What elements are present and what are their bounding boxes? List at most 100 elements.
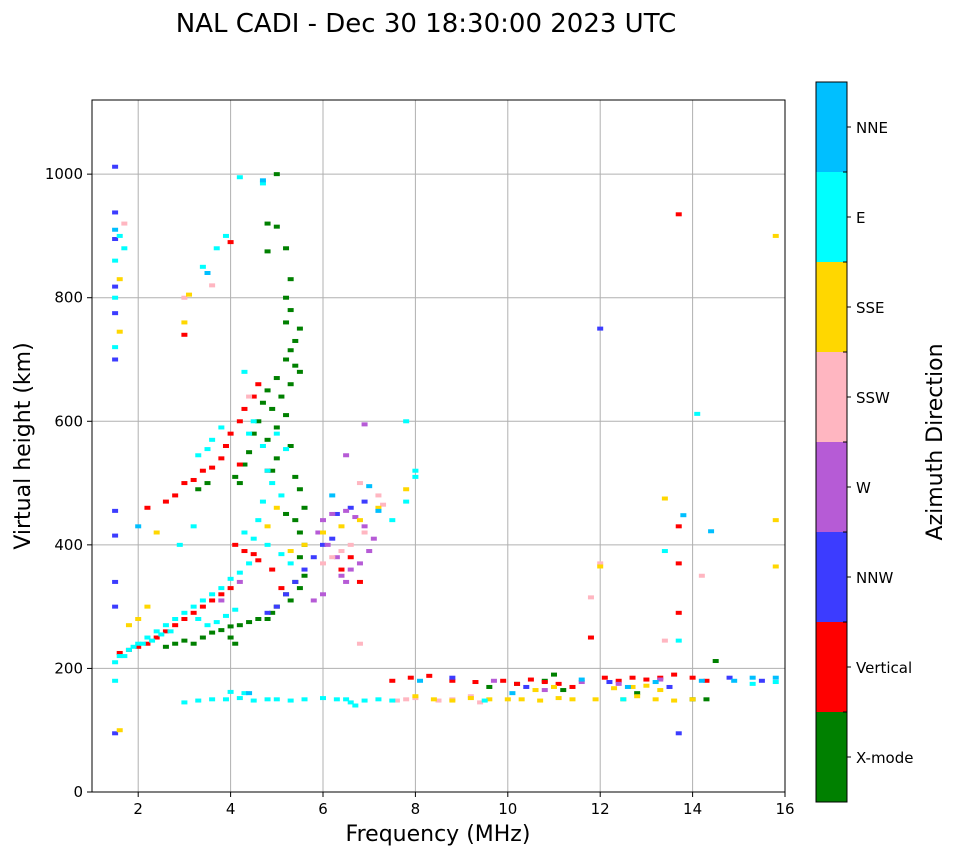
data-point [273,505,280,510]
data-point [112,508,119,513]
data-point [218,586,225,591]
data-point [250,419,257,424]
data-point [301,567,308,572]
data-point [181,617,188,621]
data-point [356,579,363,584]
data-point [269,610,276,615]
data-point [532,688,539,693]
data-point [694,411,701,416]
data-point [227,586,234,591]
data-point [680,513,687,518]
data-point [213,246,220,251]
data-point [541,688,548,693]
series-sse [116,233,779,733]
data-point [333,555,340,560]
data-point [449,698,456,703]
data-point [144,604,151,609]
data-point [236,462,243,467]
data-point [144,505,151,510]
data-point [232,474,239,479]
data-point [356,641,363,646]
data-point [675,610,682,615]
data-point [615,678,622,683]
data-point [500,678,507,683]
series-x-mode [162,172,719,702]
data-point [195,698,202,703]
data-point [296,369,303,374]
data-point [278,552,285,557]
data-point [246,394,253,399]
data-point [232,542,239,547]
colorbar-tick-label: Vertical [856,659,912,677]
data-point [301,542,308,547]
data-point [712,659,719,664]
data-point [283,357,290,362]
data-point [324,542,331,547]
data-point [412,468,419,473]
colorbar-segment [816,82,847,172]
data-point [232,641,239,646]
data-point [190,604,197,609]
data-point [195,617,202,621]
data-point [343,453,350,458]
data-point [726,675,733,680]
data-point [172,623,179,628]
series-w [218,422,664,693]
data-point [675,731,682,736]
colorbar: X-mode Vertical NNW W SSW SSE E NNE [815,81,913,803]
data-point [162,499,169,504]
data-point [204,271,211,275]
data-point [209,598,216,603]
data-point [190,524,197,529]
data-point [112,311,119,316]
data-point [246,450,253,455]
data-point [269,406,276,411]
data-point [657,688,664,693]
data-point [361,499,368,504]
data-point [578,680,585,685]
data-point [259,178,266,183]
data-point [486,684,493,689]
colorbar-frame [815,81,848,803]
data-point [287,561,294,566]
data-point [116,728,123,733]
data-point [361,524,368,529]
data-point [352,703,359,708]
data-point [255,518,262,523]
data-point [481,698,488,703]
data-point [278,586,285,591]
data-point [601,675,608,680]
data-point [112,227,119,232]
series-nnw [112,164,765,736]
data-point [227,635,234,640]
data-point [199,635,206,640]
data-point [209,437,216,442]
data-point [338,567,345,572]
data-points [112,164,779,736]
data-point [181,638,188,643]
colorbar-segment [816,442,847,532]
chart-title: NAL CADI - Dec 30 18:30:00 2023 UTC [176,9,676,39]
data-point [578,677,585,682]
data-point [296,326,303,331]
data-point [772,680,779,685]
data-point [209,465,216,470]
data-point [273,697,280,702]
data-point [301,573,308,578]
data-point [772,233,779,238]
data-point [204,623,211,628]
y-tick-label: 800 [54,289,83,307]
data-point [227,576,234,581]
data-point [375,505,382,510]
y-tick-label: 1000 [45,165,83,183]
data-point [259,181,266,186]
data-point [116,650,123,655]
data-point [731,678,738,683]
data-point [343,508,350,513]
data-point [199,604,206,609]
data-point [199,468,206,473]
data-point [569,697,576,702]
y-axis-label: Virtual height (km) [11,342,36,549]
data-point [698,573,705,578]
